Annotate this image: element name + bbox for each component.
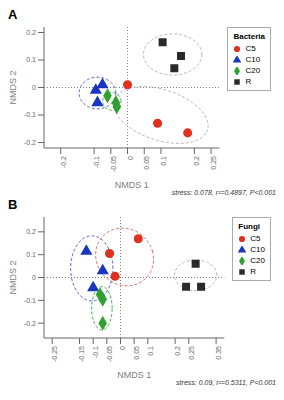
svg-text:0.25: 0.25 [188,346,195,360]
svg-text:-0.1: -0.1 [24,297,36,304]
svg-text:NMDS 1: NMDS 1 [115,180,149,188]
svg-text:NMDS 2: NMDS 2 [8,70,18,104]
html-text:B: B [8,197,18,212]
html-text:Bacteria: Bacteria [233,32,265,41]
html-text:R: R [250,267,257,276]
svg-text:0.35: 0.35 [215,346,222,360]
svg-text:0.05: 0.05 [133,346,140,360]
svg-text:0: 0 [32,274,36,281]
svg-text:-0.25: -0.25 [51,346,58,362]
svg-text:0.2: 0.2 [193,156,200,166]
html-text:C20: C20 [250,256,265,265]
svg-text:-0.05: -0.05 [106,346,113,362]
svg-text:0.25: 0.25 [210,156,217,170]
svg-text:0.1: 0.1 [147,346,154,356]
svg-text:NMDS 1: NMDS 1 [117,370,151,378]
svg-text:-0.2: -0.2 [60,156,67,168]
svg-text:0.2: 0.2 [174,346,181,356]
svg-text:-0.05: -0.05 [110,156,117,172]
svg-text:NMDS 2: NMDS 2 [8,260,18,294]
html-text:C20: C20 [245,66,261,75]
svg-text:0: 0 [32,84,36,91]
svg-text:-0.1: -0.1 [24,111,36,118]
html-text:C5: C5 [250,234,261,243]
svg-text:0: 0 [127,156,134,160]
svg-text:0.1: 0.1 [160,156,167,166]
svg-text:0.1: 0.1 [26,251,36,258]
svg-text:0.2: 0.2 [26,29,36,36]
svg-text:0.1: 0.1 [26,56,36,63]
html-text:C5: C5 [245,44,256,53]
html-text:stress: 0.09, r²=0.5311, P<0.0: stress: 0.09, r²=0.5311, P<0.001 [176,379,276,386]
html-text:stress: 0.078, r²=0.4897, P<0.: stress: 0.078, r²=0.4897, P<0.001 [171,189,276,196]
svg-text:-0.2: -0.2 [24,139,36,146]
html-text:C10: C10 [250,245,265,254]
html-text:C10: C10 [245,55,261,64]
svg-text:-0.1: -0.1 [92,346,99,358]
svg-text:0.05: 0.05 [143,156,150,170]
svg-text:-0.2: -0.2 [24,320,36,327]
html-text:Fungi: Fungi [238,222,261,231]
svg-text:-0.15: -0.15 [78,346,85,362]
html-text:A: A [8,7,18,22]
html-text:R: R [245,77,252,86]
svg-text:-0.1: -0.1 [93,156,100,168]
svg-text:0.2: 0.2 [26,228,36,235]
svg-text:0: 0 [119,346,126,350]
